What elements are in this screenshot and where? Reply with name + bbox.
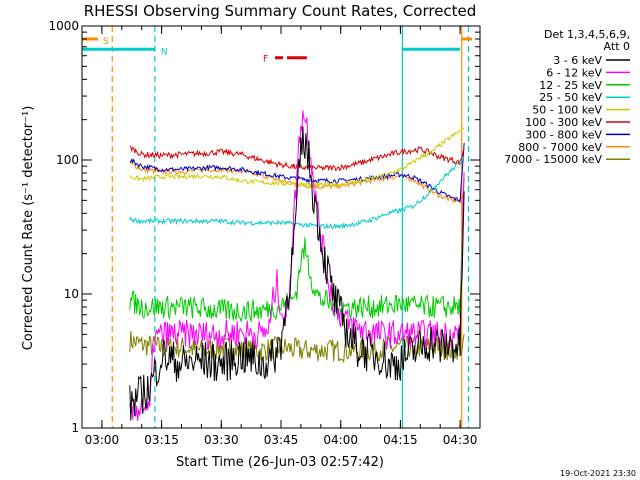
footer-timestamp: 19-Oct-2021 23:30: [560, 469, 636, 478]
legend-label-0: 3 - 6 keV: [553, 54, 602, 67]
series-line-5: [129, 145, 465, 172]
legend-label-1: 6 - 12 keV: [546, 66, 602, 79]
plot-frame: [81, 25, 481, 429]
x-tick-label-6: 04:30: [443, 433, 478, 447]
series-line-0: [129, 126, 465, 421]
y-tick-label-2: 100: [56, 153, 79, 167]
y-tick-label-0: 1: [71, 421, 79, 435]
legend-label-2: 12 - 25 keV: [539, 79, 602, 92]
series-line-1: [129, 110, 465, 421]
x-tick-label-5: 04:15: [383, 433, 418, 447]
legend-label-7: 800 - 7000 keV: [518, 141, 602, 154]
status-label-n: N: [161, 47, 168, 57]
y-tick-label-1: 10: [64, 287, 79, 301]
x-tick-label-0: 03:00: [85, 433, 120, 447]
legend-label-4: 50 - 100 keV: [532, 104, 602, 117]
legend-header-1: Att 0: [604, 40, 630, 53]
legend-label-6: 300 - 800 keV: [525, 128, 602, 141]
chart-title: RHESSI Observing Summary Count Rates, Co…: [84, 2, 477, 20]
status-label-f: F: [263, 55, 268, 65]
legend-label-8: 7000 - 15000 keV: [504, 153, 602, 166]
x-tick-label-2: 03:30: [204, 433, 239, 447]
x-tick-label-3: 03:45: [264, 433, 299, 447]
legend-label-5: 100 - 300 keV: [525, 116, 602, 129]
x-tick-label-1: 03:15: [144, 433, 179, 447]
legend-header-0: Det 1,3,4,5,6,9,: [544, 28, 630, 41]
y-tick-label-3: 1000: [48, 19, 79, 33]
series-line-2: [129, 177, 465, 323]
x-tick-label-4: 04:00: [323, 433, 358, 447]
x-axis-label: Start Time (26-Jun-03 02:57:42): [176, 455, 384, 470]
legend-label-3: 25 - 50 keV: [539, 91, 602, 104]
status-label-s: S: [103, 37, 109, 47]
y-axis-label: Corrected Count Rate (s⁻¹ detector⁻¹): [21, 106, 36, 351]
series-line-3: [129, 156, 465, 230]
